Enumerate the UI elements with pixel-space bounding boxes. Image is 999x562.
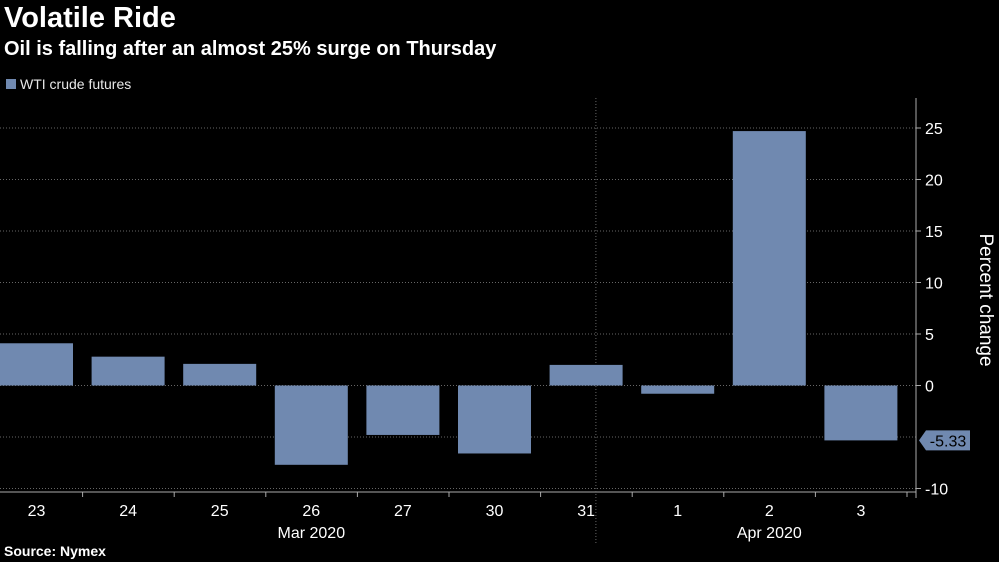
month-label: Mar 2020 xyxy=(278,525,346,542)
x-tick-label: 27 xyxy=(394,503,412,520)
x-tick-label: 30 xyxy=(486,503,504,520)
bar xyxy=(732,131,806,386)
bar xyxy=(641,385,715,394)
y-tick-label: 20 xyxy=(925,173,943,190)
y-tick-label: 5 xyxy=(925,327,934,344)
y-tick-label: 15 xyxy=(925,224,943,241)
legend-label: WTI crude futures xyxy=(20,76,132,92)
x-tick-label: 24 xyxy=(119,503,137,520)
x-tick-label: 3 xyxy=(856,503,865,520)
bar xyxy=(458,385,531,454)
x-tick-label: 26 xyxy=(302,503,320,520)
chart-title: Volatile Ride xyxy=(4,2,176,34)
y-axis-label: Percent change xyxy=(975,233,996,367)
y-tick-label: -10 xyxy=(925,482,948,499)
last-value-label: -5.33 xyxy=(930,433,967,450)
legend-swatch xyxy=(6,79,16,89)
bar xyxy=(183,363,257,386)
x-tick-label: 2 xyxy=(765,503,774,520)
x-tick-label: 31 xyxy=(577,503,595,520)
bar xyxy=(824,385,898,441)
x-tick-label: 23 xyxy=(28,503,46,520)
x-tick-label: 1 xyxy=(673,503,682,520)
bar xyxy=(0,343,73,386)
y-tick-label: 25 xyxy=(925,121,943,138)
month-label: Apr 2020 xyxy=(737,525,802,542)
last-value-tag xyxy=(919,430,970,451)
source-note: Source: Nymex xyxy=(4,543,106,559)
y-tick-label: 10 xyxy=(925,276,943,293)
bar xyxy=(366,385,440,435)
bar xyxy=(274,385,348,465)
legend: WTI crude futures xyxy=(6,76,131,92)
chart-subtitle: Oil is falling after an almost 25% surge… xyxy=(4,38,497,60)
y-tick-label: 0 xyxy=(925,379,934,396)
x-tick-label: 25 xyxy=(211,503,229,520)
bar xyxy=(91,356,165,386)
bar xyxy=(549,364,623,386)
